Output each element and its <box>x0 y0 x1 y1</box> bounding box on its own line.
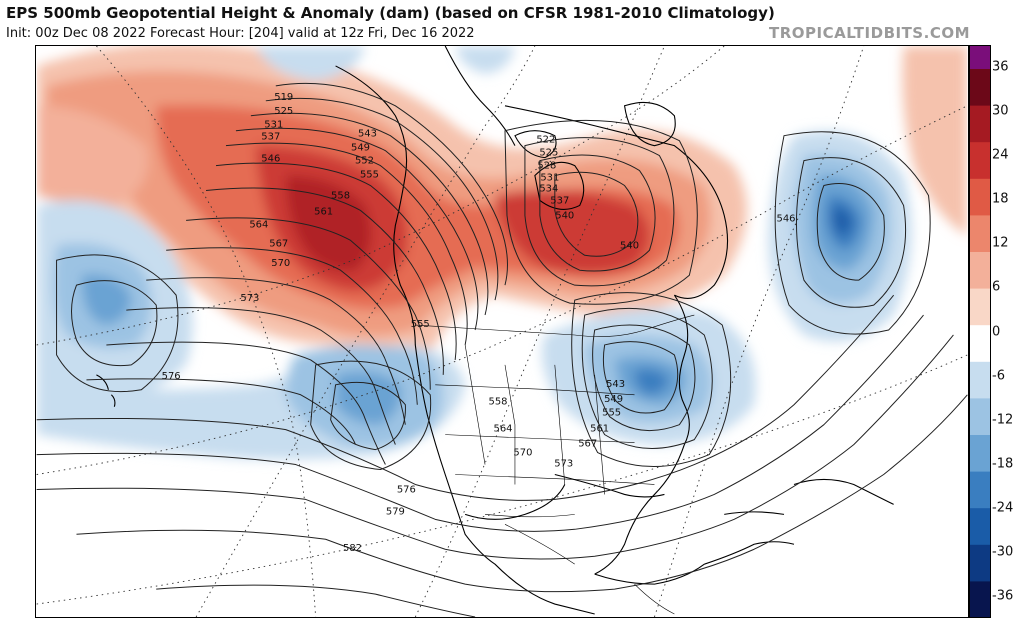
colorbar-band <box>969 435 991 473</box>
contour-label: 573 <box>240 293 259 304</box>
contour-label: 576 <box>162 371 181 382</box>
colorbar-band <box>969 215 991 253</box>
colorbar-band <box>969 544 991 582</box>
contour-label: 561 <box>314 206 333 217</box>
colorbar-tick-label: -30 <box>992 544 1014 560</box>
colorbar-labels: 36 30 24 18 12 6 0 -6 -12 -18 -24 -30 -36 <box>992 45 1024 618</box>
contour-label: 540 <box>620 240 639 251</box>
chart-subtitle: Init: 00z Dec 08 2022 Forecast Hour: [20… <box>6 26 475 41</box>
contour-label: 537 <box>550 195 569 206</box>
brand-watermark[interactable]: TROPICALTIDBITS.COM <box>769 24 970 42</box>
colorbar-tick-label: -36 <box>992 588 1014 604</box>
contour-label: 570 <box>271 258 290 269</box>
contour-label: 519 <box>274 92 293 103</box>
contour-label: 555 <box>602 408 621 419</box>
contour-label: 543 <box>606 379 625 390</box>
colorbar-tick-label: 18 <box>992 191 1009 207</box>
colorbar-tick-label: 12 <box>992 235 1009 251</box>
contour-label: 573 <box>554 459 573 470</box>
contour-label: 543 <box>358 129 377 140</box>
colorbar-band <box>969 398 991 436</box>
colorbar <box>969 45 991 618</box>
colorbar-band <box>969 178 991 216</box>
chart-title: EPS 500mb Geopotential Height & Anomaly … <box>6 4 775 22</box>
contour-label: 558 <box>489 397 508 408</box>
political-borders <box>415 314 695 615</box>
colorbar-band <box>969 471 991 509</box>
colorbar-band <box>969 288 991 326</box>
colorbar-tick-label: 6 <box>992 279 1001 295</box>
contour-label: 558 <box>331 190 350 201</box>
colorbar-tick-label: 0 <box>992 324 1001 339</box>
colorbar-tick-label: 36 <box>992 59 1009 75</box>
contour-label: 549 <box>604 394 623 405</box>
colorbar-band <box>969 252 991 290</box>
colorbar-cap <box>969 45 991 69</box>
contour-label: 531 <box>264 120 283 131</box>
colorbar-tick-label: -18 <box>992 456 1014 472</box>
contour-labels: 5195255315375465435495525555585615645675… <box>162 92 796 554</box>
contour-label: 534 <box>539 183 558 194</box>
colorbar-tick-label: -24 <box>992 500 1014 516</box>
colorbar-tick-label: -6 <box>992 368 1005 384</box>
contour-label: 567 <box>578 439 597 450</box>
contour-label: 537 <box>261 132 280 143</box>
contour-label: 552 <box>355 156 374 167</box>
contour-label: 549 <box>351 143 370 154</box>
colorbar-band <box>969 361 991 399</box>
colorbar-band <box>969 142 991 180</box>
contour-label: 561 <box>590 424 609 435</box>
coastlines <box>96 46 894 615</box>
contour-label: 576 <box>397 484 416 495</box>
contour-label: 579 <box>386 506 405 517</box>
contour-label: 567 <box>269 238 288 249</box>
contour-label: 564 <box>249 219 268 230</box>
colorbar-tick-label: 30 <box>992 103 1009 119</box>
height-contours <box>36 82 968 617</box>
contour-label: 570 <box>513 448 532 459</box>
colorbar-band <box>969 69 991 107</box>
colorbar-band <box>969 105 991 143</box>
colorbar-band <box>969 325 991 363</box>
anomaly-map: 5195255315375465435495525555585615645675… <box>35 45 969 618</box>
contour-label: 525 <box>274 106 293 117</box>
contour-label: 555 <box>411 319 430 330</box>
contour-label: 525 <box>539 148 558 159</box>
colorbar-band <box>969 508 991 546</box>
colorbar-tick-label: 24 <box>992 147 1009 163</box>
colorbar-band <box>969 581 991 618</box>
contour-label: 546 <box>261 154 280 165</box>
contour-label: 522 <box>536 135 555 146</box>
contour-label: 564 <box>493 424 512 435</box>
colorbar-tick-label: -12 <box>992 412 1014 428</box>
contour-label: 531 <box>540 173 559 184</box>
contour-label: 555 <box>360 170 379 181</box>
contour-label: 546 <box>777 213 796 224</box>
contour-label: 528 <box>537 161 556 172</box>
contour-label: 582 <box>343 543 362 554</box>
contour-label: 540 <box>555 210 574 221</box>
